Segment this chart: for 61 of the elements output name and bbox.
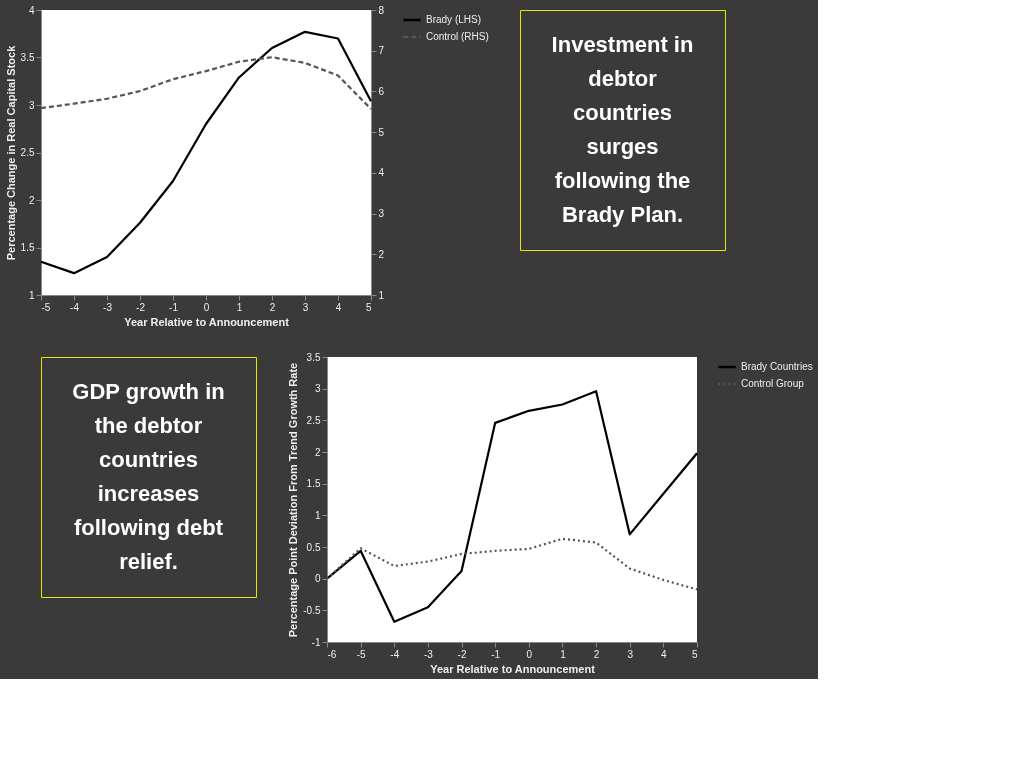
- y-tick-label: 0: [314, 573, 321, 585]
- y-tick-label: 3: [28, 99, 35, 111]
- x-tick-label: -2: [136, 301, 146, 313]
- x-tick-label: 4: [661, 648, 668, 660]
- x-axis-title: Year Relative to Announcement: [430, 662, 596, 675]
- y-tick-label: -0.5: [303, 604, 321, 616]
- x-tick-label: -5: [41, 301, 51, 313]
- y-axis-title: Percentage Point Deviation From Trend Growth Rate: [287, 362, 300, 638]
- x-tick-label: -1: [169, 301, 179, 313]
- y2-tick-label: 7: [378, 45, 385, 57]
- y2-tick-label: 6: [378, 85, 385, 97]
- x-tick-label: 5: [365, 301, 372, 313]
- line-series: [39, 30, 373, 275]
- x-tick-label: 3: [627, 648, 634, 660]
- x-tick-label: -4: [70, 301, 80, 313]
- y2-tick-label: 1: [378, 289, 385, 301]
- x-tick-label: -6: [327, 648, 337, 660]
- y-tick-label: 2: [28, 194, 35, 206]
- y2-tick-label: 2: [378, 248, 385, 260]
- y-tick-label: 2.5: [306, 414, 321, 426]
- x-tick-label: -3: [423, 648, 434, 660]
- x-tick-label: 1: [236, 301, 243, 313]
- y-tick-label: 3.5: [306, 351, 321, 363]
- y2-tick-label: 5: [378, 126, 385, 138]
- y-tick-label: 1.5: [20, 242, 35, 253]
- x-tick-label: 1: [560, 648, 567, 660]
- y-tick-label: 3.5: [20, 52, 35, 63]
- y2-tick-label: 3: [378, 208, 385, 220]
- y-tick-label: 2: [314, 446, 321, 458]
- x-tick-label: -4: [390, 648, 400, 660]
- line-series: [325, 537, 699, 591]
- y-tick-label: -1: [311, 636, 321, 648]
- x-tick-label: 5: [691, 648, 698, 660]
- line-series: [39, 56, 373, 111]
- y-tick-label: 3: [314, 383, 321, 395]
- legend-label: Brady (LHS): [426, 14, 482, 25]
- x-axis-title: Year Relative to Announcement: [124, 315, 290, 328]
- text: Investment in debtor countries surges following the Brady Plan.: [551, 32, 694, 227]
- x-tick-label: -1: [491, 648, 501, 660]
- x-tick-label: 2: [269, 301, 276, 313]
- x-tick-label: -3: [103, 301, 113, 313]
- text: GDP growth in the debtor countries increases following debt relief.: [72, 379, 225, 574]
- y-tick-label: 1: [28, 289, 35, 301]
- legend-label: Control (RHS): [426, 31, 489, 42]
- x-tick-label: 0: [526, 648, 533, 660]
- y-tick-label: 0.5: [306, 541, 321, 553]
- y-tick-label: 1: [314, 509, 321, 521]
- legend-label: Control Group: [741, 378, 805, 389]
- y-axis-title: Percentage Change in Real Capital Stock: [4, 44, 17, 261]
- x-tick-label: -2: [457, 648, 467, 660]
- line-series: [325, 390, 699, 623]
- x-tick-label: -5: [356, 648, 367, 660]
- x-tick-label: 4: [335, 301, 342, 313]
- x-tick-label: 0: [203, 301, 210, 313]
- y-tick-label: 1.5: [306, 478, 321, 490]
- x-tick-label: 2: [593, 648, 600, 660]
- y-tick-label: 2.5: [20, 147, 35, 158]
- y2-tick-label: 4: [378, 167, 385, 179]
- legend-label: Brady Countries: [741, 361, 813, 372]
- y2-tick-label: 8: [378, 4, 385, 16]
- y-tick-label: 4: [28, 4, 35, 16]
